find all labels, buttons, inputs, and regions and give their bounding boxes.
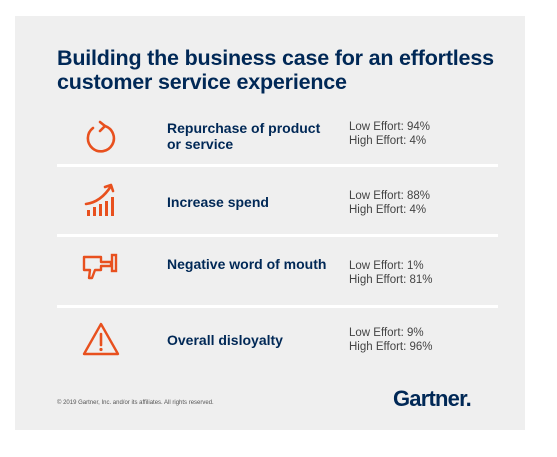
logo-text: Gartner bbox=[393, 386, 466, 411]
metric-stats: Low Effort: 1% High Effort: 81% bbox=[349, 259, 499, 287]
metric-row-repurchase: Repurchase of product or service Low Eff… bbox=[57, 112, 497, 176]
row-divider bbox=[57, 164, 498, 167]
low-effort-value: Low Effort: 9% bbox=[349, 327, 424, 339]
high-effort-value: High Effort: 96% bbox=[349, 341, 433, 353]
low-effort-value: Low Effort: 94% bbox=[349, 121, 430, 133]
low-effort-value: Low Effort: 1% bbox=[349, 260, 424, 272]
logo-dot: . bbox=[465, 386, 472, 411]
metric-label: Negative word of mouth bbox=[167, 256, 327, 272]
high-effort-value: High Effort: 81% bbox=[349, 274, 433, 286]
infographic-card: Building the business case for an effort… bbox=[15, 16, 525, 430]
metric-stats: Low Effort: 94% High Effort: 4% bbox=[349, 120, 499, 148]
metric-label: Increase spend bbox=[167, 194, 269, 210]
row-divider bbox=[57, 305, 498, 308]
metric-row-increase-spend: Increase spend Low Effort: 88% High Effo… bbox=[57, 176, 497, 240]
metric-label: Repurchase of product or service bbox=[167, 120, 321, 152]
high-effort-value: High Effort: 4% bbox=[349, 135, 427, 147]
gartner-logo: Gartner. bbox=[393, 386, 472, 412]
repurchase-cycle-icon bbox=[81, 118, 121, 158]
metric-row-disloyalty: Overall disloyalty Low Effort: 9% High E… bbox=[57, 316, 497, 380]
increase-spend-chart-icon bbox=[81, 180, 121, 220]
copyright-text: © 2019 Gartner, Inc. and/or its affiliat… bbox=[57, 400, 214, 406]
metric-label: Overall disloyalty bbox=[167, 332, 283, 348]
row-divider bbox=[57, 234, 498, 237]
high-effort-value: High Effort: 4% bbox=[349, 204, 427, 216]
metric-row-negative-word: Negative word of mouth Low Effort: 1% Hi… bbox=[57, 244, 497, 308]
warning-triangle-icon bbox=[81, 320, 121, 360]
metric-stats: Low Effort: 88% High Effort: 4% bbox=[349, 189, 499, 217]
page-title: Building the business case for an effort… bbox=[57, 46, 494, 94]
low-effort-value: Low Effort: 88% bbox=[349, 190, 430, 202]
metric-stats: Low Effort: 9% High Effort: 96% bbox=[349, 326, 499, 354]
thumbs-down-icon bbox=[81, 250, 121, 290]
